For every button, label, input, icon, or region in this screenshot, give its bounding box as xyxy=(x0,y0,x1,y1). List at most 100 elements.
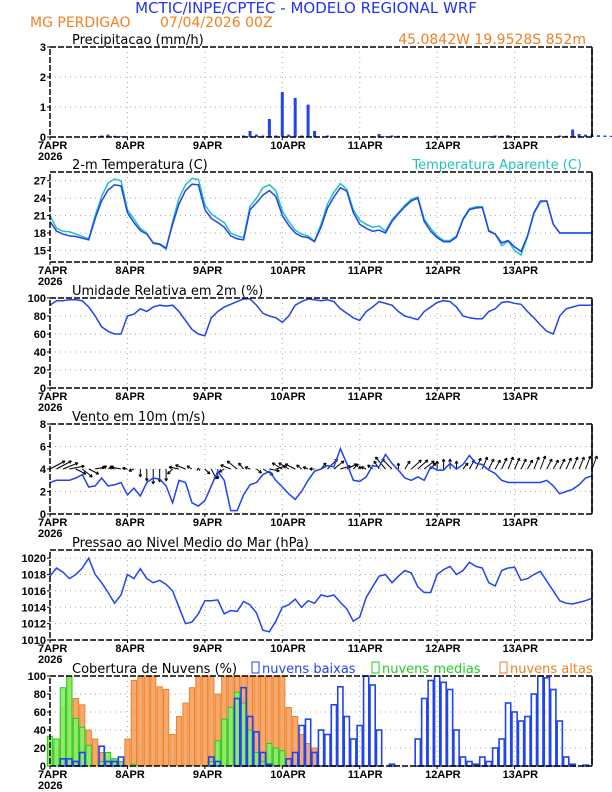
panel-pressure: 1010 1012 1014 1016 1018 1020 7APR 8APR 9APR 10AP… xyxy=(22,536,593,666)
cloud-bar-nuvens-baixas xyxy=(214,760,222,767)
wind-arrow-head xyxy=(61,460,66,464)
precip-bar xyxy=(293,98,297,137)
precip-bar xyxy=(384,136,388,137)
main-title: MCTIC/INPE/CPTEC - MODELO REGIONAL WRF xyxy=(135,0,477,17)
cloud-bar-nuvens-baixas xyxy=(375,729,383,767)
wind-arrow xyxy=(481,456,488,470)
wind-arrow xyxy=(533,456,540,470)
wind-arrow xyxy=(175,464,186,470)
y-tick-label: 1010 xyxy=(22,635,46,647)
x-tick-label: 12APR xyxy=(425,140,461,152)
cloud-bar-nuvens-baixas xyxy=(478,756,486,767)
wind-arrow xyxy=(539,455,546,470)
wind-arrow-head xyxy=(555,459,559,464)
wind-arrow-head xyxy=(128,468,132,472)
x-tick-label: 10APR xyxy=(270,517,306,529)
wind-arrow xyxy=(373,460,380,470)
wind-arrow xyxy=(410,459,422,470)
x-tick-label: 13APR xyxy=(503,643,539,655)
plot-frame xyxy=(49,297,593,389)
x-tick-label: 13APR xyxy=(503,391,539,403)
wind-arrow-head xyxy=(491,458,495,463)
wind-arrow xyxy=(69,465,85,470)
wind-arrow-head xyxy=(74,462,79,466)
y-tick-label: 100 xyxy=(28,671,46,683)
wind-arrow xyxy=(272,462,283,470)
wind-arrow-head xyxy=(206,470,211,475)
y-tick-label: 1 xyxy=(40,102,46,114)
cloud-bar-nuvens-altas xyxy=(124,738,131,767)
wind-arrow-head xyxy=(284,463,289,467)
wind-arrow-head xyxy=(89,474,93,478)
legend-label: nuvens altas xyxy=(510,662,593,677)
x-tick-label: 10APR xyxy=(270,265,306,277)
precip-bar xyxy=(603,135,607,137)
panel-title: Pressao ao Nivel Medio do Mar (hPa) xyxy=(72,536,309,551)
cloud-bar-nuvens-baixas xyxy=(530,693,538,767)
wind-arrow-head xyxy=(302,466,307,470)
wind-arrow-head xyxy=(484,456,489,461)
wind-arrow xyxy=(168,466,180,470)
precip-bar xyxy=(571,129,575,137)
precip-bar xyxy=(596,135,600,137)
x-tick-label: 10APR xyxy=(270,391,306,403)
cloud-bar-nuvens-altas xyxy=(143,675,150,767)
cloud-bar-nuvens-altas xyxy=(201,675,208,767)
precip-bar xyxy=(119,136,123,137)
wind-arrow-head xyxy=(536,456,540,461)
cloud-bar-nuvens-altas xyxy=(182,702,189,767)
series-line-umidade-relativa xyxy=(49,298,592,337)
series-line-temperatura-aparente xyxy=(49,177,592,257)
y-tick-label: 40 xyxy=(34,347,46,359)
cloud-bar-nuvens-baixas xyxy=(343,715,351,767)
wind-arrow-head xyxy=(276,468,280,473)
cloud-bar-nuvens-baixas xyxy=(362,675,370,767)
cloud-bar-nuvens-baixas xyxy=(536,675,544,767)
wind-arrow-head xyxy=(360,466,365,470)
wind-arrow xyxy=(552,459,559,470)
wind-arrow-head xyxy=(497,459,501,464)
precip-bar xyxy=(254,134,258,137)
cloud-bar-nuvens-altas xyxy=(175,716,183,767)
cloud-bar-nuvens-baixas xyxy=(446,688,454,767)
x-tick-label: 12APR xyxy=(425,769,461,781)
precip-bar xyxy=(306,104,310,137)
y-tick-label: 0 xyxy=(40,132,46,144)
x-tick-label: 9APR xyxy=(193,265,222,277)
panel-title: Cobertura de Nuvens (%) xyxy=(72,662,237,677)
y-tick-label: 24 xyxy=(34,193,47,205)
x-tick-label: 8APR xyxy=(115,140,144,152)
x-tick-label: 11APR xyxy=(348,140,383,152)
cloud-bar-nuvens-altas xyxy=(130,680,137,767)
wind-arrow xyxy=(591,455,598,470)
y-tick-label: 2 xyxy=(40,72,46,84)
location-label: MG PERDIGAO xyxy=(30,15,131,31)
series-line-2-m-temperatura xyxy=(49,183,592,253)
x-tick-label: 7APR xyxy=(38,643,67,655)
wind-arrow-head xyxy=(367,464,371,468)
y-tick-label: 40 xyxy=(34,725,46,737)
wind-arrow-head xyxy=(215,476,220,480)
cloud-bar-nuvens-baixas xyxy=(453,729,460,767)
precip-bar xyxy=(280,92,284,137)
panel-rh: 0 20 40 60 80 100 7APR 8APR 9APR 10APR 11APR 12APR 1… xyxy=(28,284,593,414)
wind-arrow-head xyxy=(478,457,482,462)
cloud-bar-nuvens-altas xyxy=(150,675,157,767)
wind-arrow-head xyxy=(226,460,231,464)
wind-arrow xyxy=(501,457,508,470)
legend-apparent-temp: Temperatura Aparente (C) xyxy=(411,158,582,173)
wind-arrow-head xyxy=(407,460,411,465)
cloud-bar-nuvens-baixas xyxy=(330,703,338,767)
wind-arrow xyxy=(333,460,345,470)
x-tick-label: 8APR xyxy=(115,769,144,781)
x-tick-label: 11APR xyxy=(348,643,383,655)
precip-bar xyxy=(287,134,291,137)
wind-arrow-head xyxy=(168,465,173,470)
wind-arrow-head xyxy=(435,460,440,464)
wind-arrow-head xyxy=(357,465,362,469)
x-tick-label: 9APR xyxy=(193,140,222,152)
y-tick-label: 0 xyxy=(40,761,46,773)
precip-bar xyxy=(584,134,588,137)
legend-label: nuvens baixas xyxy=(262,662,356,677)
cloud-bar-nuvens-medias xyxy=(279,750,286,767)
